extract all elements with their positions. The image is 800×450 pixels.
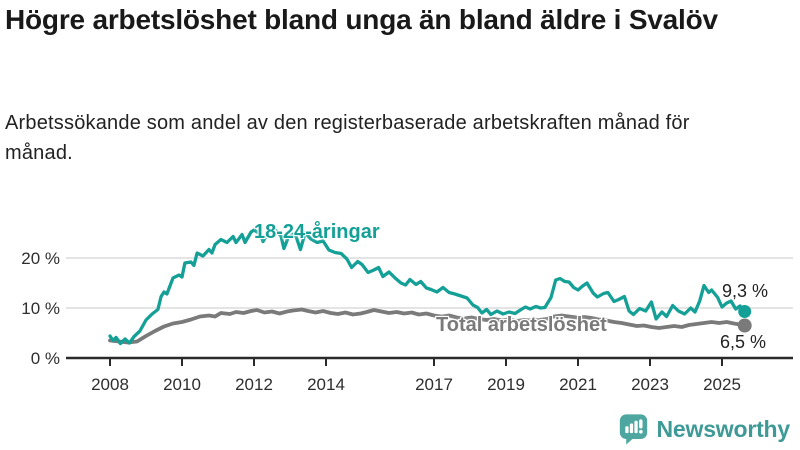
brand-wordmark: Newsworthy bbox=[656, 415, 791, 442]
x-tick-label: 2008 bbox=[91, 375, 129, 394]
y-tick-label: 10 % bbox=[21, 299, 60, 318]
x-tick-label: 2012 bbox=[235, 375, 273, 394]
x-tick-label: 2025 bbox=[703, 375, 741, 394]
x-tick-label: 2019 bbox=[487, 375, 525, 394]
y-tick-label: 20 % bbox=[21, 249, 60, 268]
end-value-young: 9,3 % bbox=[722, 281, 769, 301]
chart-subtitle: Arbetssökande som andel av den registerb… bbox=[5, 112, 690, 164]
series-end-dot-young bbox=[738, 305, 752, 318]
newsworthy-bubble-chart-icon bbox=[619, 414, 647, 445]
x-tick-label: 2021 bbox=[559, 375, 597, 394]
series-label-total: Total arbetslöshet bbox=[436, 314, 607, 336]
x-tick-label: 2017 bbox=[415, 375, 453, 394]
page-title: Högre arbetslöshet bland unga än bland ä… bbox=[5, 4, 718, 35]
x-tick-label: 2010 bbox=[163, 375, 201, 394]
end-value-total: 6,5 % bbox=[720, 332, 767, 352]
y-tick-label: 0 % bbox=[31, 349, 60, 368]
series-line-total bbox=[108, 307, 747, 345]
series-label-young: 18-24-åringar bbox=[254, 221, 380, 243]
x-tick-label: 2014 bbox=[307, 375, 345, 394]
series-end-dot-total bbox=[737, 318, 752, 333]
x-tick-label: 2023 bbox=[631, 375, 669, 394]
series-line-young bbox=[108, 227, 747, 346]
newsworthy-logo: Newsworthy bbox=[618, 412, 790, 446]
